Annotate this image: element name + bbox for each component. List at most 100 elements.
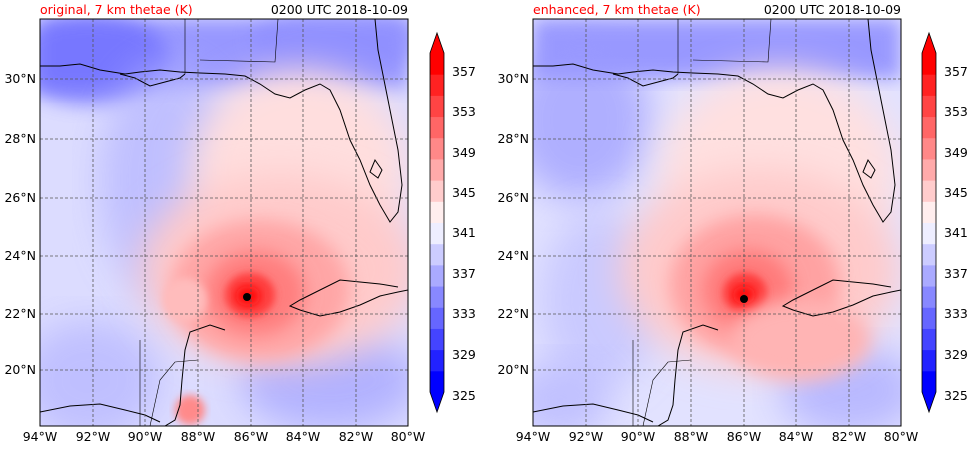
colorbar-bin	[922, 137, 936, 160]
colorbar-bin	[430, 370, 444, 393]
coastlines	[40, 19, 408, 426]
colorbar-tick-label: 357	[452, 64, 476, 79]
colorbar-tick-label: 333	[452, 306, 476, 321]
borders	[632, 19, 772, 426]
panel-enhanced-frame	[532, 18, 902, 427]
colorbar-tick-label: 341	[452, 225, 476, 240]
xtick-label: 86°W	[234, 429, 269, 444]
colorbar-bin	[430, 116, 444, 139]
panel-enhanced-colorbar-ticks: 325 329 333 337 341 345 349 353 357	[944, 64, 968, 403]
xtick-label: 90°W	[128, 429, 163, 444]
colorbar-bin	[922, 222, 936, 245]
colorbar-extend-min	[430, 392, 444, 412]
panel-original-yticks: 20°N 22°N 24°N 26°N 28°N 30°N	[4, 71, 36, 377]
xtick-label: 82°W	[339, 429, 374, 444]
panel-original-colorbar-ticks: 325 329 333 337 341 345 349 353 357	[452, 64, 476, 403]
colorbar-extend-max	[922, 33, 936, 53]
xtick-label: 82°W	[832, 429, 867, 444]
colorbar-bin	[922, 370, 936, 393]
colorbar-tick-label: 345	[944, 185, 968, 200]
colorbar-bin	[430, 201, 444, 223]
borders	[139, 19, 279, 426]
xtick-label: 94°W	[23, 429, 58, 444]
colorbar-bin	[922, 328, 936, 351]
storm-center-marker	[740, 295, 748, 303]
colorbar-extend-min	[922, 392, 936, 412]
ytick-label: 26°N	[497, 190, 529, 205]
panel-original-colorbar	[429, 31, 445, 414]
ytick-label: 24°N	[4, 248, 36, 263]
colorbar-bin	[922, 180, 936, 202]
panel-original: original, 7 km thetae (K) 0200 UTC 2018-…	[4, 2, 475, 444]
gridlines	[533, 19, 901, 426]
colorbar-bin	[430, 137, 444, 160]
colorbar-tick-label: 353	[452, 104, 476, 119]
ytick-label: 20°N	[497, 362, 529, 377]
colorbar-tick-label: 325	[944, 388, 968, 403]
colorbar-tick-label: 325	[452, 388, 476, 403]
panel-enhanced-time: 0200 UTC 2018-10-09	[764, 2, 901, 17]
ytick-label: 28°N	[4, 131, 36, 146]
colorbar-tick-label: 357	[944, 64, 968, 79]
panel-enhanced-colorbar	[921, 31, 937, 414]
xtick-label: 92°W	[76, 429, 111, 444]
colorbar-extend-max	[430, 33, 444, 53]
panel-original-field	[40, 19, 408, 426]
ytick-label: 30°N	[497, 71, 529, 86]
colorbar-bin	[430, 349, 444, 372]
panel-original-frame	[39, 18, 409, 427]
xtick-label: 94°W	[516, 429, 551, 444]
colorbar-tick-label: 333	[944, 306, 968, 321]
xtick-label: 80°W	[884, 429, 919, 444]
colorbar-bin	[922, 116, 936, 139]
colorbar-tick-label: 337	[452, 266, 476, 281]
colorbar-bin	[430, 286, 444, 308]
xtick-label: 88°W	[181, 429, 216, 444]
colorbar-tick-label: 329	[452, 347, 476, 362]
xtick-label: 90°W	[621, 429, 656, 444]
colorbar-bin	[430, 222, 444, 245]
panel-enhanced-field	[533, 19, 901, 426]
colorbar-bin	[922, 307, 936, 329]
panel-original-title: original, 7 km thetae (K)	[40, 2, 193, 17]
colorbar-tick-label: 329	[944, 347, 968, 362]
xtick-label: 92°W	[569, 429, 604, 444]
colorbar-tick-label: 337	[944, 266, 968, 281]
panel-original-time: 0200 UTC 2018-10-09	[271, 2, 408, 17]
colorbar-tick-label: 341	[944, 225, 968, 240]
colorbar-bin	[430, 158, 444, 181]
ytick-label: 26°N	[4, 190, 36, 205]
colorbar-tick-label: 349	[452, 145, 476, 160]
ytick-label: 22°N	[497, 306, 529, 321]
colorbar-outline	[921, 31, 937, 414]
colorbar-bin	[430, 74, 444, 96]
colorbar-tick-label: 349	[944, 145, 968, 160]
colorbar-bin	[430, 95, 444, 118]
xtick-label: 80°W	[391, 429, 426, 444]
panel-enhanced-title: enhanced, 7 km thetae (K)	[533, 2, 701, 17]
panel-enhanced: enhanced, 7 km thetae (K) 0200 UTC 2018-…	[497, 2, 967, 444]
panel-enhanced-yticks: 20°N 22°N 24°N 26°N 28°N 30°N	[497, 71, 529, 377]
colorbar-outline	[429, 31, 445, 414]
gridlines	[40, 19, 408, 426]
colorbar-bin	[430, 264, 444, 287]
ytick-label: 30°N	[4, 71, 36, 86]
storm-center-marker	[243, 293, 251, 301]
ytick-label: 24°N	[497, 248, 529, 263]
xtick-label: 88°W	[674, 429, 709, 444]
colorbar-bin	[922, 349, 936, 372]
ytick-label: 28°N	[497, 131, 529, 146]
colorbar-bin	[430, 243, 444, 266]
colorbar-bin	[430, 53, 444, 75]
colorbar-bin	[922, 53, 936, 75]
ytick-label: 20°N	[4, 362, 36, 377]
panel-enhanced-xticks: 94°W 92°W 90°W 88°W 86°W 84°W 82°W 80°W	[516, 429, 919, 444]
colorbar-bin	[922, 264, 936, 287]
colorbar-bin	[922, 286, 936, 308]
ytick-label: 22°N	[4, 306, 36, 321]
colorbar-bin	[430, 180, 444, 202]
colorbar-tick-label: 353	[944, 104, 968, 119]
coastlines	[533, 19, 901, 426]
colorbar-bin	[922, 74, 936, 96]
colorbar-bin	[430, 307, 444, 329]
